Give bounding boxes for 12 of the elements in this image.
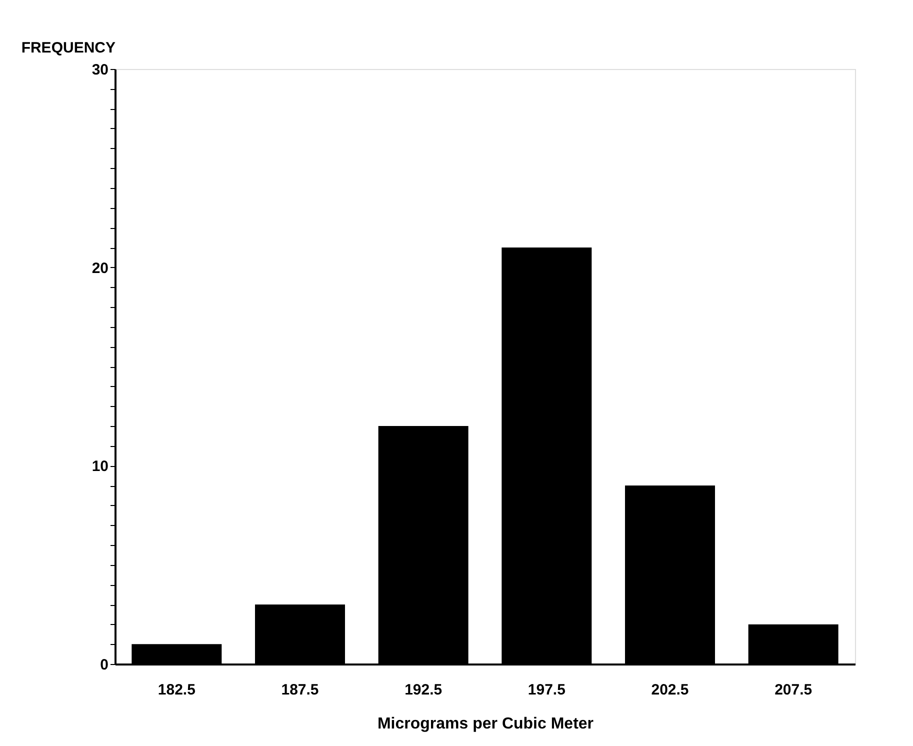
x-tick-label: 182.5 [158, 682, 196, 698]
y-axis-title: FREQUENCY [21, 40, 116, 56]
y-tick-label: 30 [92, 62, 108, 78]
y-tick-label: 10 [92, 458, 108, 476]
x-axis-title: Micrograms per Cubic Meter [377, 716, 594, 732]
x-tick-label: 202.5 [651, 682, 689, 698]
x-tick-label: 187.5 [281, 682, 319, 698]
y-tick-label: 0 [100, 656, 108, 674]
y-tick-label: 20 [92, 260, 108, 277]
x-tick-label: 192.5 [404, 682, 442, 698]
x-tick-label: 207.5 [774, 682, 812, 698]
x-tick-label: 197.5 [528, 682, 566, 698]
